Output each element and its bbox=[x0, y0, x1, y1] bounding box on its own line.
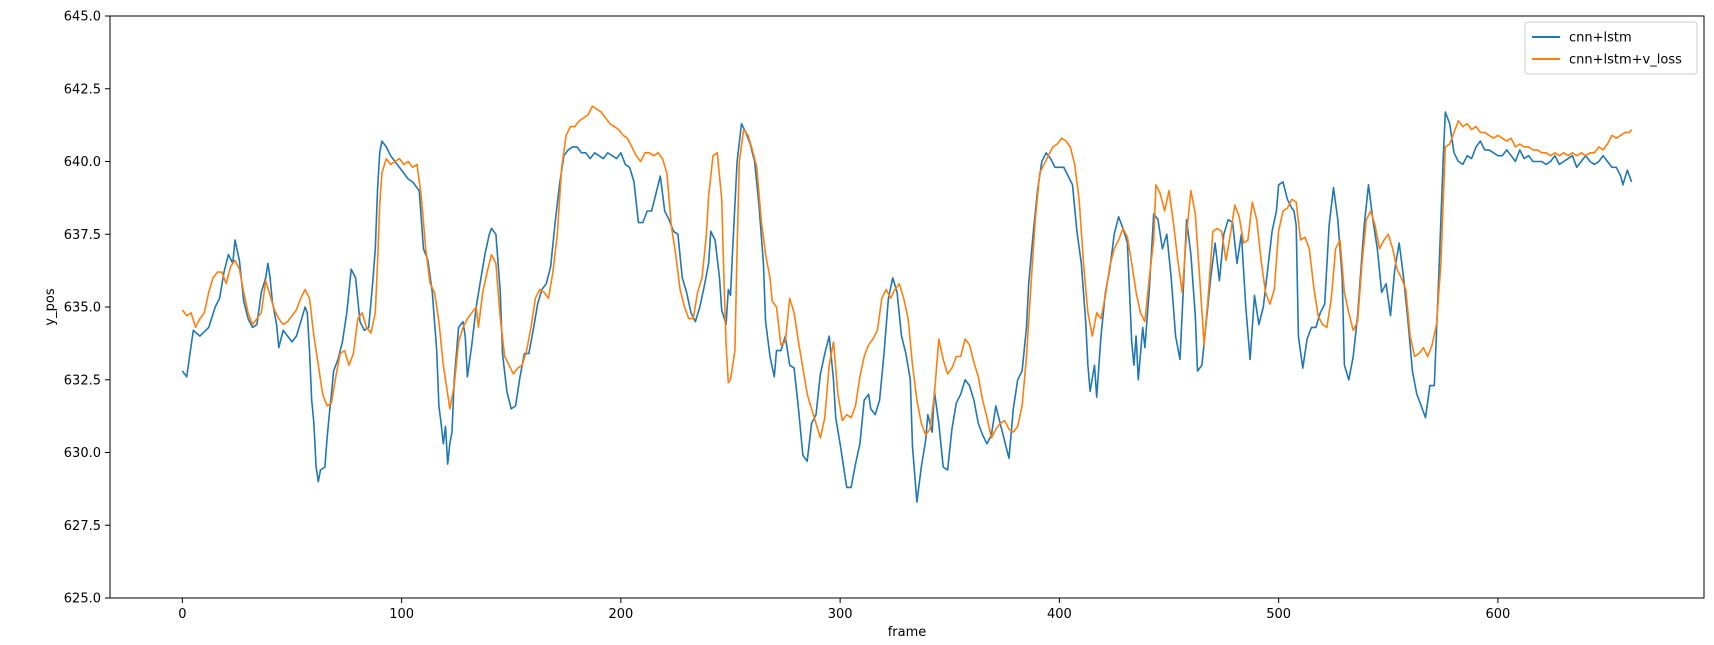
y-tick-label: 627.5 bbox=[64, 519, 101, 534]
y-tick-label: 635.0 bbox=[64, 301, 101, 316]
legend-label: cnn+lstm+v_loss bbox=[1569, 53, 1682, 68]
y-tick-label: 625.0 bbox=[64, 592, 101, 607]
y-tick-label: 642.5 bbox=[64, 82, 101, 97]
series-line-1 bbox=[181, 111, 1633, 503]
x-axis: 0 100 200 300 400 500 600 bbox=[178, 598, 1510, 622]
x-tick-label: 100 bbox=[389, 607, 414, 622]
y-tick-label: 637.5 bbox=[64, 228, 101, 243]
x-tick-label: 200 bbox=[608, 607, 633, 622]
y-tick-label: 640.0 bbox=[64, 155, 101, 170]
y-tick-label: 632.5 bbox=[64, 373, 101, 388]
legend-box bbox=[1524, 21, 1698, 75]
legend: cnn+lstm cnn+lstm+v_loss bbox=[1524, 21, 1698, 75]
x-tick-label: 600 bbox=[1485, 607, 1510, 622]
y-tick-label: 645.0 bbox=[64, 10, 101, 25]
x-tick-label: 0 bbox=[178, 607, 186, 622]
y-axis-title: y_pos bbox=[43, 288, 58, 325]
y-tick-label: 630.0 bbox=[64, 446, 101, 461]
series-layer bbox=[181, 105, 1633, 503]
series-line-2 bbox=[181, 105, 1633, 439]
x-tick-label: 400 bbox=[1047, 607, 1072, 622]
legend-label: cnn+lstm bbox=[1569, 31, 1632, 46]
y-axis: 625.0 627.5 630.0 632.5 635.0 637.5 640.0 642.5… bbox=[64, 10, 110, 607]
x-axis-title: frame bbox=[888, 625, 927, 640]
x-tick-label: 500 bbox=[1266, 607, 1291, 622]
x-tick-label: 300 bbox=[828, 607, 853, 622]
